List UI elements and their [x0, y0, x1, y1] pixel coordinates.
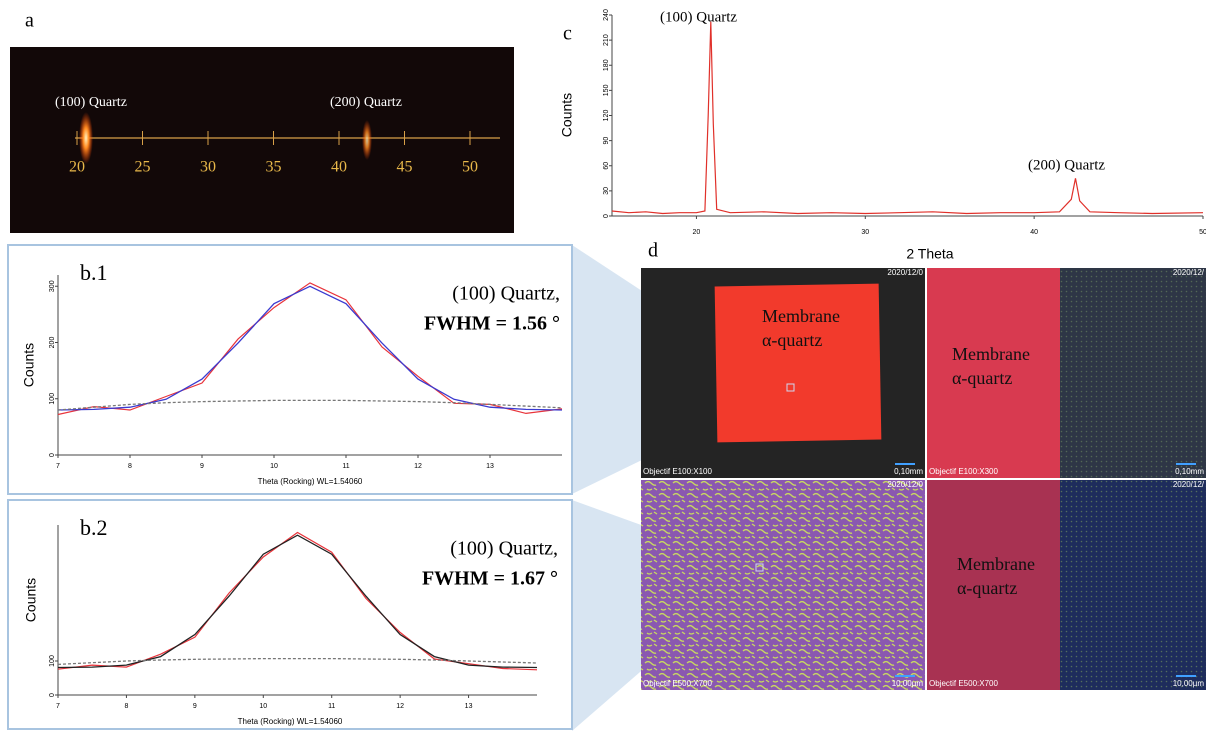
- x-tick-label: 12: [414, 463, 422, 470]
- objective: Objectif E100:X300: [929, 467, 998, 476]
- panel-label: c: [563, 23, 572, 45]
- tick-label: 50: [462, 159, 478, 176]
- x-tick-label: 8: [128, 463, 132, 470]
- tick-label: 30: [200, 159, 216, 176]
- caption: Membrane: [957, 554, 1035, 574]
- caption: Membrane: [762, 306, 840, 326]
- tick-label: 35: [266, 159, 282, 176]
- y-tick-label: 60: [603, 162, 610, 170]
- panel-label: b.1: [80, 260, 108, 285]
- x-tick-label: 20: [693, 229, 701, 236]
- caption: α-quartz: [762, 330, 822, 350]
- series-line: [57, 534, 538, 669]
- tick-label: 20: [69, 159, 85, 176]
- scale-label: 10,00µm: [892, 679, 924, 688]
- x-tick-label: 30: [861, 229, 869, 236]
- zoom-marker: [786, 383, 795, 392]
- texture: [1060, 480, 1206, 690]
- scale-label: 0,10mm: [894, 467, 923, 476]
- annotation: (100) Quartz,: [452, 283, 560, 305]
- membrane: [714, 283, 882, 443]
- texture: [1060, 268, 1206, 478]
- y-tick-label: 0: [49, 693, 56, 697]
- micrograph: [927, 480, 1060, 690]
- x-tick-label: 9: [200, 463, 204, 470]
- diffraction-spot: [362, 120, 372, 160]
- annotation: (100) Quartz: [55, 95, 127, 110]
- y-axis-label: Counts: [23, 578, 39, 622]
- tick-label: 40: [331, 159, 347, 176]
- tick-label: 25: [135, 159, 151, 176]
- annotation: (200) Quartz: [1028, 157, 1105, 173]
- y-tick-label: 210: [603, 34, 610, 46]
- y-tick-label: 120: [603, 110, 610, 122]
- y-tick-label: 240: [603, 9, 610, 21]
- x-tick-label: 8: [124, 703, 128, 710]
- objective: Objectif E500:X700: [643, 679, 712, 688]
- x-tick-label: 10: [270, 463, 278, 470]
- series-line: [57, 399, 563, 411]
- panel-label: b.2: [80, 515, 108, 540]
- caption: α-quartz: [957, 578, 1017, 598]
- caption: α-quartz: [952, 368, 1012, 388]
- timestamp: 2020/12/0: [887, 268, 923, 277]
- annotation: (100) Quartz,: [450, 538, 558, 560]
- x-tick-label: 7: [56, 463, 60, 470]
- objective: Objectif E100:X100: [643, 467, 712, 476]
- x-axis-label: 2 Theta: [906, 246, 953, 262]
- series-line: [611, 21, 1204, 215]
- annotation: (100) Quartz: [660, 9, 737, 25]
- x-tick-label: 11: [328, 703, 335, 710]
- panel-box: [7, 244, 573, 495]
- annotation: FWHM = 1.67 °: [422, 568, 558, 590]
- y-tick-label: 180: [603, 59, 610, 71]
- x-tick-label: 7: [56, 703, 60, 710]
- y-tick-label: 90: [603, 137, 610, 145]
- annotation: (200) Quartz: [330, 95, 402, 110]
- x-tick-label: 40: [1030, 229, 1038, 236]
- x-tick-label: 11: [342, 463, 349, 470]
- y-tick-label: 0: [49, 453, 56, 457]
- x-axis-label: Theta (Rocking) WL=1.54060: [238, 717, 343, 726]
- tick-label: 45: [397, 159, 413, 176]
- diffraction-spot: [79, 112, 93, 164]
- texture: [641, 480, 925, 690]
- timestamp: 2020/12/0: [887, 480, 923, 489]
- y-axis-label: Counts: [559, 93, 575, 137]
- zoom-marker: [755, 563, 764, 572]
- caption: Membrane: [952, 344, 1030, 364]
- y-tick-label: 200: [49, 337, 56, 349]
- x-tick-label: 12: [396, 703, 404, 710]
- y-axis-label: Counts: [21, 343, 37, 387]
- objective: Objectif E500:X700: [929, 679, 998, 688]
- panel-label: d: [648, 240, 658, 262]
- y-tick-label: 0: [603, 214, 610, 218]
- timestamp: 2020/12/: [1173, 480, 1205, 489]
- panel-label: a: [25, 10, 34, 32]
- y-tick-label: 100: [49, 393, 56, 405]
- scale-label: 10,00µm: [1173, 679, 1205, 688]
- x-axis-label: Theta (Rocking) WL=1.54060: [258, 477, 363, 486]
- diffraction-image: [10, 47, 514, 233]
- annotation: FWHM = 1.56 °: [424, 313, 560, 335]
- micrographs: d 2020/12/0 Objectif E100:X100 0,10mm Membra…: [641, 240, 1206, 690]
- x-tick-label: 13: [486, 463, 494, 470]
- y-tick-label: 150: [603, 84, 610, 96]
- y-tick-label: 300: [49, 280, 56, 292]
- x-tick-label: 50: [1199, 229, 1206, 236]
- micrograph: [927, 268, 1060, 478]
- series-line: [57, 285, 563, 411]
- scale-label: 0,10mm: [1175, 467, 1204, 476]
- timestamp: 2020/12/: [1173, 268, 1205, 277]
- y-tick-label: 100: [49, 655, 56, 667]
- x-tick-label: 10: [259, 703, 267, 710]
- y-tick-label: 30: [603, 187, 610, 195]
- x-tick-label: 9: [193, 703, 197, 710]
- x-tick-label: 13: [465, 703, 473, 710]
